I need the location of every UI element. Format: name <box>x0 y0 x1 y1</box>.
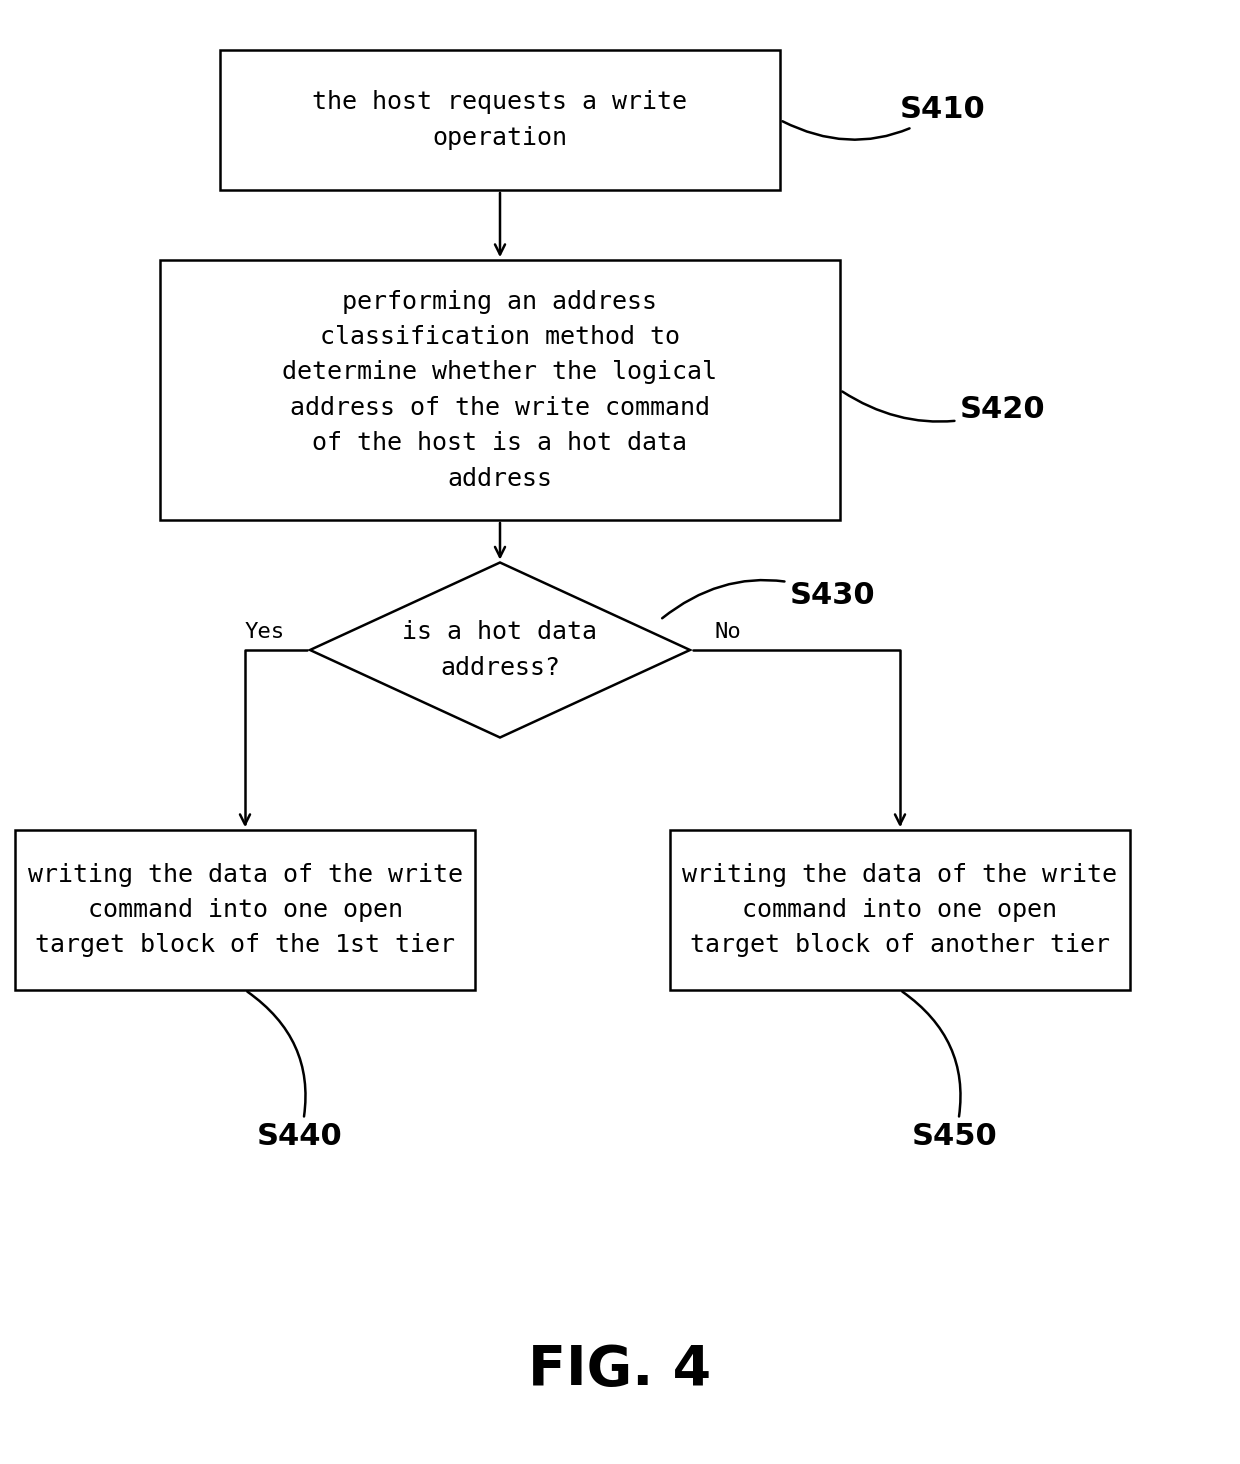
Text: writing the data of the write
command into one open
target block of another tier: writing the data of the write command in… <box>682 862 1117 957</box>
Bar <box>160 261 839 520</box>
Bar <box>15 830 475 990</box>
Text: is a hot data
address?: is a hot data address? <box>403 621 598 679</box>
Text: writing the data of the write
command into one open
target block of the 1st tier: writing the data of the write command in… <box>27 862 463 957</box>
Polygon shape <box>310 562 689 738</box>
Text: S430: S430 <box>662 580 875 618</box>
Text: performing an address
classification method to
determine whether the logical
add: performing an address classification met… <box>283 290 718 490</box>
Bar <box>219 50 780 190</box>
Bar <box>670 830 1130 990</box>
Text: S440: S440 <box>247 991 343 1151</box>
Text: S410: S410 <box>782 95 986 139</box>
Text: Yes: Yes <box>244 622 285 643</box>
Text: FIG. 4: FIG. 4 <box>528 1342 712 1397</box>
Text: the host requests a write
operation: the host requests a write operation <box>312 91 687 149</box>
Text: S420: S420 <box>842 391 1045 425</box>
Text: No: No <box>715 622 742 643</box>
Text: S450: S450 <box>903 991 998 1151</box>
